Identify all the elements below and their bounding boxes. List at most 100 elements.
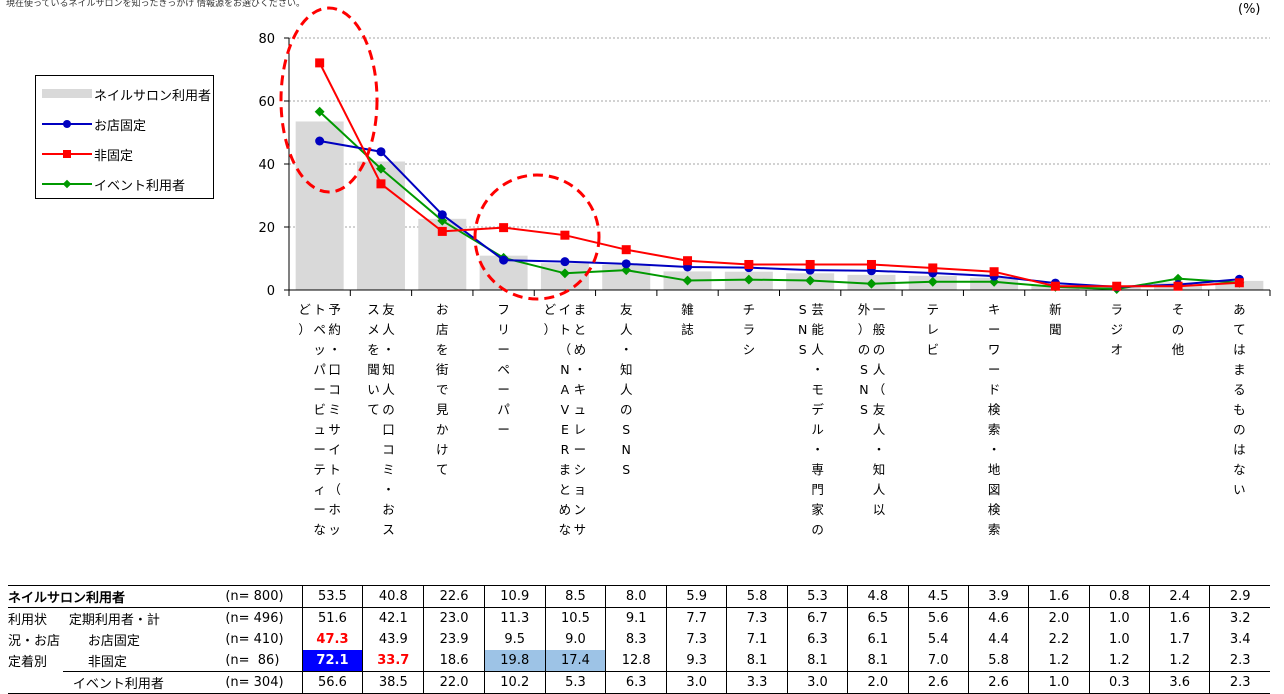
table-cell: 9.1 xyxy=(605,607,667,629)
table-cell: 2.4 xyxy=(1149,585,1210,608)
table-cell: 9.5 xyxy=(483,629,546,650)
sample-size: (n= 410) xyxy=(225,632,284,647)
point-nonfixed xyxy=(683,256,693,266)
x-category-label: ラジオ xyxy=(1110,302,1123,357)
x-category-label: 外）の S N S 一般の人（友人・知人以 xyxy=(857,302,886,517)
point-event xyxy=(559,268,570,279)
legend: ネイルサロン利用者 お店固定 非固定 イベント利用者 xyxy=(35,75,214,199)
table-cell: 10.2 xyxy=(483,671,546,694)
table-cell: 10.9 xyxy=(483,585,546,608)
point-nonfixed xyxy=(744,259,754,269)
table-cell: 3.0 xyxy=(666,671,727,694)
table-cell: 43.9 xyxy=(362,629,424,650)
legend-item-nonfixed: 非固定 xyxy=(36,144,133,164)
sample-size: (n= 800) xyxy=(225,585,303,608)
sample-size: (n= 304) xyxy=(225,671,303,694)
table-cell: 3.9 xyxy=(967,585,1029,608)
table-cell: 5.8 xyxy=(726,585,788,608)
point-nonfixed xyxy=(866,259,876,269)
table-cell: 8.1 xyxy=(726,650,788,672)
table-cell: 5.6 xyxy=(907,607,969,629)
legend-label-event: イベント利用者 xyxy=(94,178,186,194)
row-label: 定期利用者・計 xyxy=(62,607,226,629)
point-fixed xyxy=(621,259,631,269)
legend-label-fixed: お店固定 xyxy=(94,118,147,134)
table-cell: 3.3 xyxy=(726,671,788,694)
y-tick-label: 40 xyxy=(258,158,275,173)
table-cell: 18.6 xyxy=(423,650,485,672)
x-category-label: フリーペーパー xyxy=(497,302,510,437)
gridlines xyxy=(289,37,1270,228)
table-cell: 2.6 xyxy=(967,671,1029,694)
bar xyxy=(295,121,344,290)
series-line xyxy=(318,62,1240,288)
bar-series xyxy=(295,121,1264,290)
point-nonfixed xyxy=(1173,281,1183,291)
table-cell: 51.6 xyxy=(301,607,363,629)
x-category-label: 新聞 xyxy=(1049,302,1062,337)
data-table: ネイルサロン利用者 (n= 800) 53.5 40.8 22.6 10.9 8.5 8.0 5… xyxy=(8,585,1270,694)
legend-item-bar: ネイルサロン利用者 xyxy=(36,84,211,104)
point-fixed xyxy=(315,136,325,146)
point-nonfixed xyxy=(315,58,325,68)
point-nonfixed xyxy=(1234,278,1244,288)
x-category-label: テレビ xyxy=(926,302,940,357)
table-cell: 2.6 xyxy=(907,671,969,694)
table-cell: 17.4 xyxy=(544,650,606,672)
series-line xyxy=(318,110,1240,291)
table-cell: 6.3 xyxy=(786,629,848,650)
table-cell: 53.5 xyxy=(301,585,363,608)
table-cell: 1.0 xyxy=(1088,629,1150,650)
unit-label: (%) xyxy=(1238,2,1261,17)
table-cell: 4.5 xyxy=(907,585,969,608)
line-series xyxy=(314,58,1245,295)
point-fixed xyxy=(376,147,386,157)
x-category-label: キーワード検索・地図検索 xyxy=(987,302,1001,537)
table-row: 定着別 非固定 (n= 86) 72.1 33.7 18.6 19.8 17.4 12.8 9.3… xyxy=(8,650,1270,672)
point-event xyxy=(376,163,386,174)
table-cell: 9.0 xyxy=(544,629,606,650)
table-cell: 6.1 xyxy=(847,629,909,650)
table-cell: 5.4 xyxy=(907,629,969,650)
table-cell: 47.3 xyxy=(301,629,363,650)
table-cell: 4.8 xyxy=(847,585,909,608)
highlight-ellipse xyxy=(473,173,601,301)
table-cell: 8.1 xyxy=(847,650,909,672)
x-category-label: ど）トペッパービューティーな予約・口コミサイト（ホッ xyxy=(298,302,341,537)
table-cell: 0.3 xyxy=(1088,671,1150,694)
table-cell: 2.0 xyxy=(847,671,909,694)
table-cell: 8.5 xyxy=(544,585,606,608)
table-cell: 7.3 xyxy=(726,607,788,629)
table-cell: 1.6 xyxy=(1028,585,1090,608)
x-category-label: S N S 芸能人・モデル・専門家の xyxy=(797,302,824,537)
table-cell: 7.7 xyxy=(666,607,727,629)
legend-item-event: イベント利用者 xyxy=(36,174,185,194)
x-category-label: 雑誌 xyxy=(681,302,694,337)
row-label: イベント利用者 xyxy=(62,671,226,694)
table-cell: 8.0 xyxy=(605,585,667,608)
row-label: お店固定 xyxy=(87,634,140,649)
legend-swatch-event xyxy=(42,174,92,194)
table-cell: 4.4 xyxy=(967,629,1029,650)
row-group-label: 利用状 xyxy=(8,607,63,629)
point-fixed xyxy=(499,255,509,265)
point-event xyxy=(927,276,938,287)
row-group-label xyxy=(8,671,63,694)
table-cell: 56.6 xyxy=(301,671,363,694)
table-cell: 2.0 xyxy=(1028,607,1090,629)
table-cell: 1.2 xyxy=(1088,650,1150,672)
table-cell: 2.3 xyxy=(1209,650,1270,672)
point-nonfixed xyxy=(560,230,570,240)
legend-swatch-bar xyxy=(42,84,92,104)
point-nonfixed xyxy=(989,267,999,277)
x-category-label: 友人・知人の S N S xyxy=(619,302,633,477)
y-tick-label: 20 xyxy=(258,221,275,236)
table-cell: 2.3 xyxy=(1209,671,1270,694)
table-row: 利用状 定期利用者・計 (n= 496) 51.6 42.1 23.0 11.3 10.5 9.… xyxy=(8,607,1270,629)
table-cell: 3.6 xyxy=(1149,671,1210,694)
table-row: イベント利用者 (n= 304) 56.6 38.5 22.0 10.2 5.3 6.3 3.0… xyxy=(8,671,1270,694)
table-cell: 10.5 xyxy=(544,607,606,629)
table-row: 況・お店 お店固定 (n= 410) 47.3 43.9 23.9 9.5 9.0 8.3 7.3… xyxy=(8,629,1270,650)
table-cell: 5.8 xyxy=(967,650,1029,672)
point-nonfixed xyxy=(437,226,447,236)
